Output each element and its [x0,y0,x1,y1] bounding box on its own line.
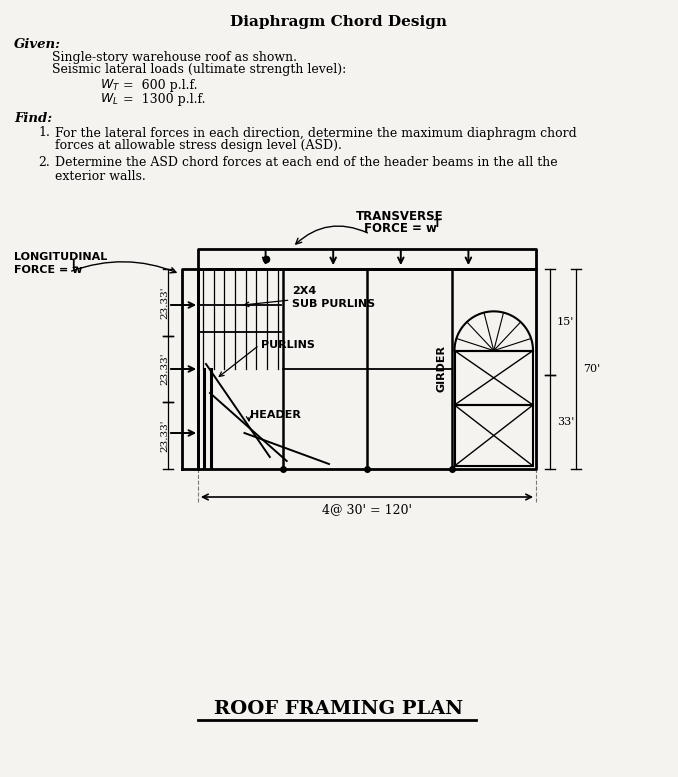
Text: SUB PURLINS: SUB PURLINS [292,299,376,309]
Text: =  1300 p.l.f.: = 1300 p.l.f. [123,92,205,106]
Text: Find:: Find: [14,112,52,124]
Text: =  600 p.l.f.: = 600 p.l.f. [123,78,197,92]
Text: exterior walls.: exterior walls. [55,169,146,183]
Text: 23.33': 23.33' [161,353,170,385]
Text: forces at allowable stress design level (ASD).: forces at allowable stress design level … [55,140,342,152]
Text: FORCE = w: FORCE = w [14,265,82,275]
Text: Diaphragm Chord Design: Diaphragm Chord Design [231,15,447,29]
Text: HEADER: HEADER [250,410,301,420]
Text: 70': 70' [583,364,600,374]
Text: 23.33': 23.33' [161,420,170,452]
Text: 23.33': 23.33' [161,286,170,319]
Text: FORCE = w: FORCE = w [363,222,437,235]
Text: Determine the ASD chord forces at each end of the header beams in the all the: Determine the ASD chord forces at each e… [55,156,557,169]
Text: Seismic lateral loads (ultimate strength level):: Seismic lateral loads (ultimate strength… [52,64,346,76]
Text: 4@ 30' = 120': 4@ 30' = 120' [322,503,412,517]
Text: For the lateral forces in each direction, determine the maximum diaphragm chord: For the lateral forces in each direction… [55,127,577,140]
Text: 1.: 1. [38,127,50,140]
Text: L: L [71,260,77,270]
Text: $W_T$: $W_T$ [100,78,120,92]
Text: T: T [434,219,441,229]
Text: PURLINS: PURLINS [262,340,315,350]
Text: Single-story warehouse roof as shown.: Single-story warehouse roof as shown. [52,51,297,64]
Text: LONGITUDINAL: LONGITUDINAL [14,252,107,262]
Text: 33': 33' [557,416,574,427]
Text: TRANSVERSE: TRANSVERSE [356,211,444,224]
Text: 15': 15' [557,317,574,327]
Text: 2X4: 2X4 [292,286,317,296]
Text: 2.: 2. [38,156,49,169]
Text: $W_L$: $W_L$ [100,92,119,106]
Text: ROOF FRAMING PLAN: ROOF FRAMING PLAN [214,700,464,718]
Text: GIRDER: GIRDER [437,346,447,392]
Text: Given:: Given: [14,37,61,51]
